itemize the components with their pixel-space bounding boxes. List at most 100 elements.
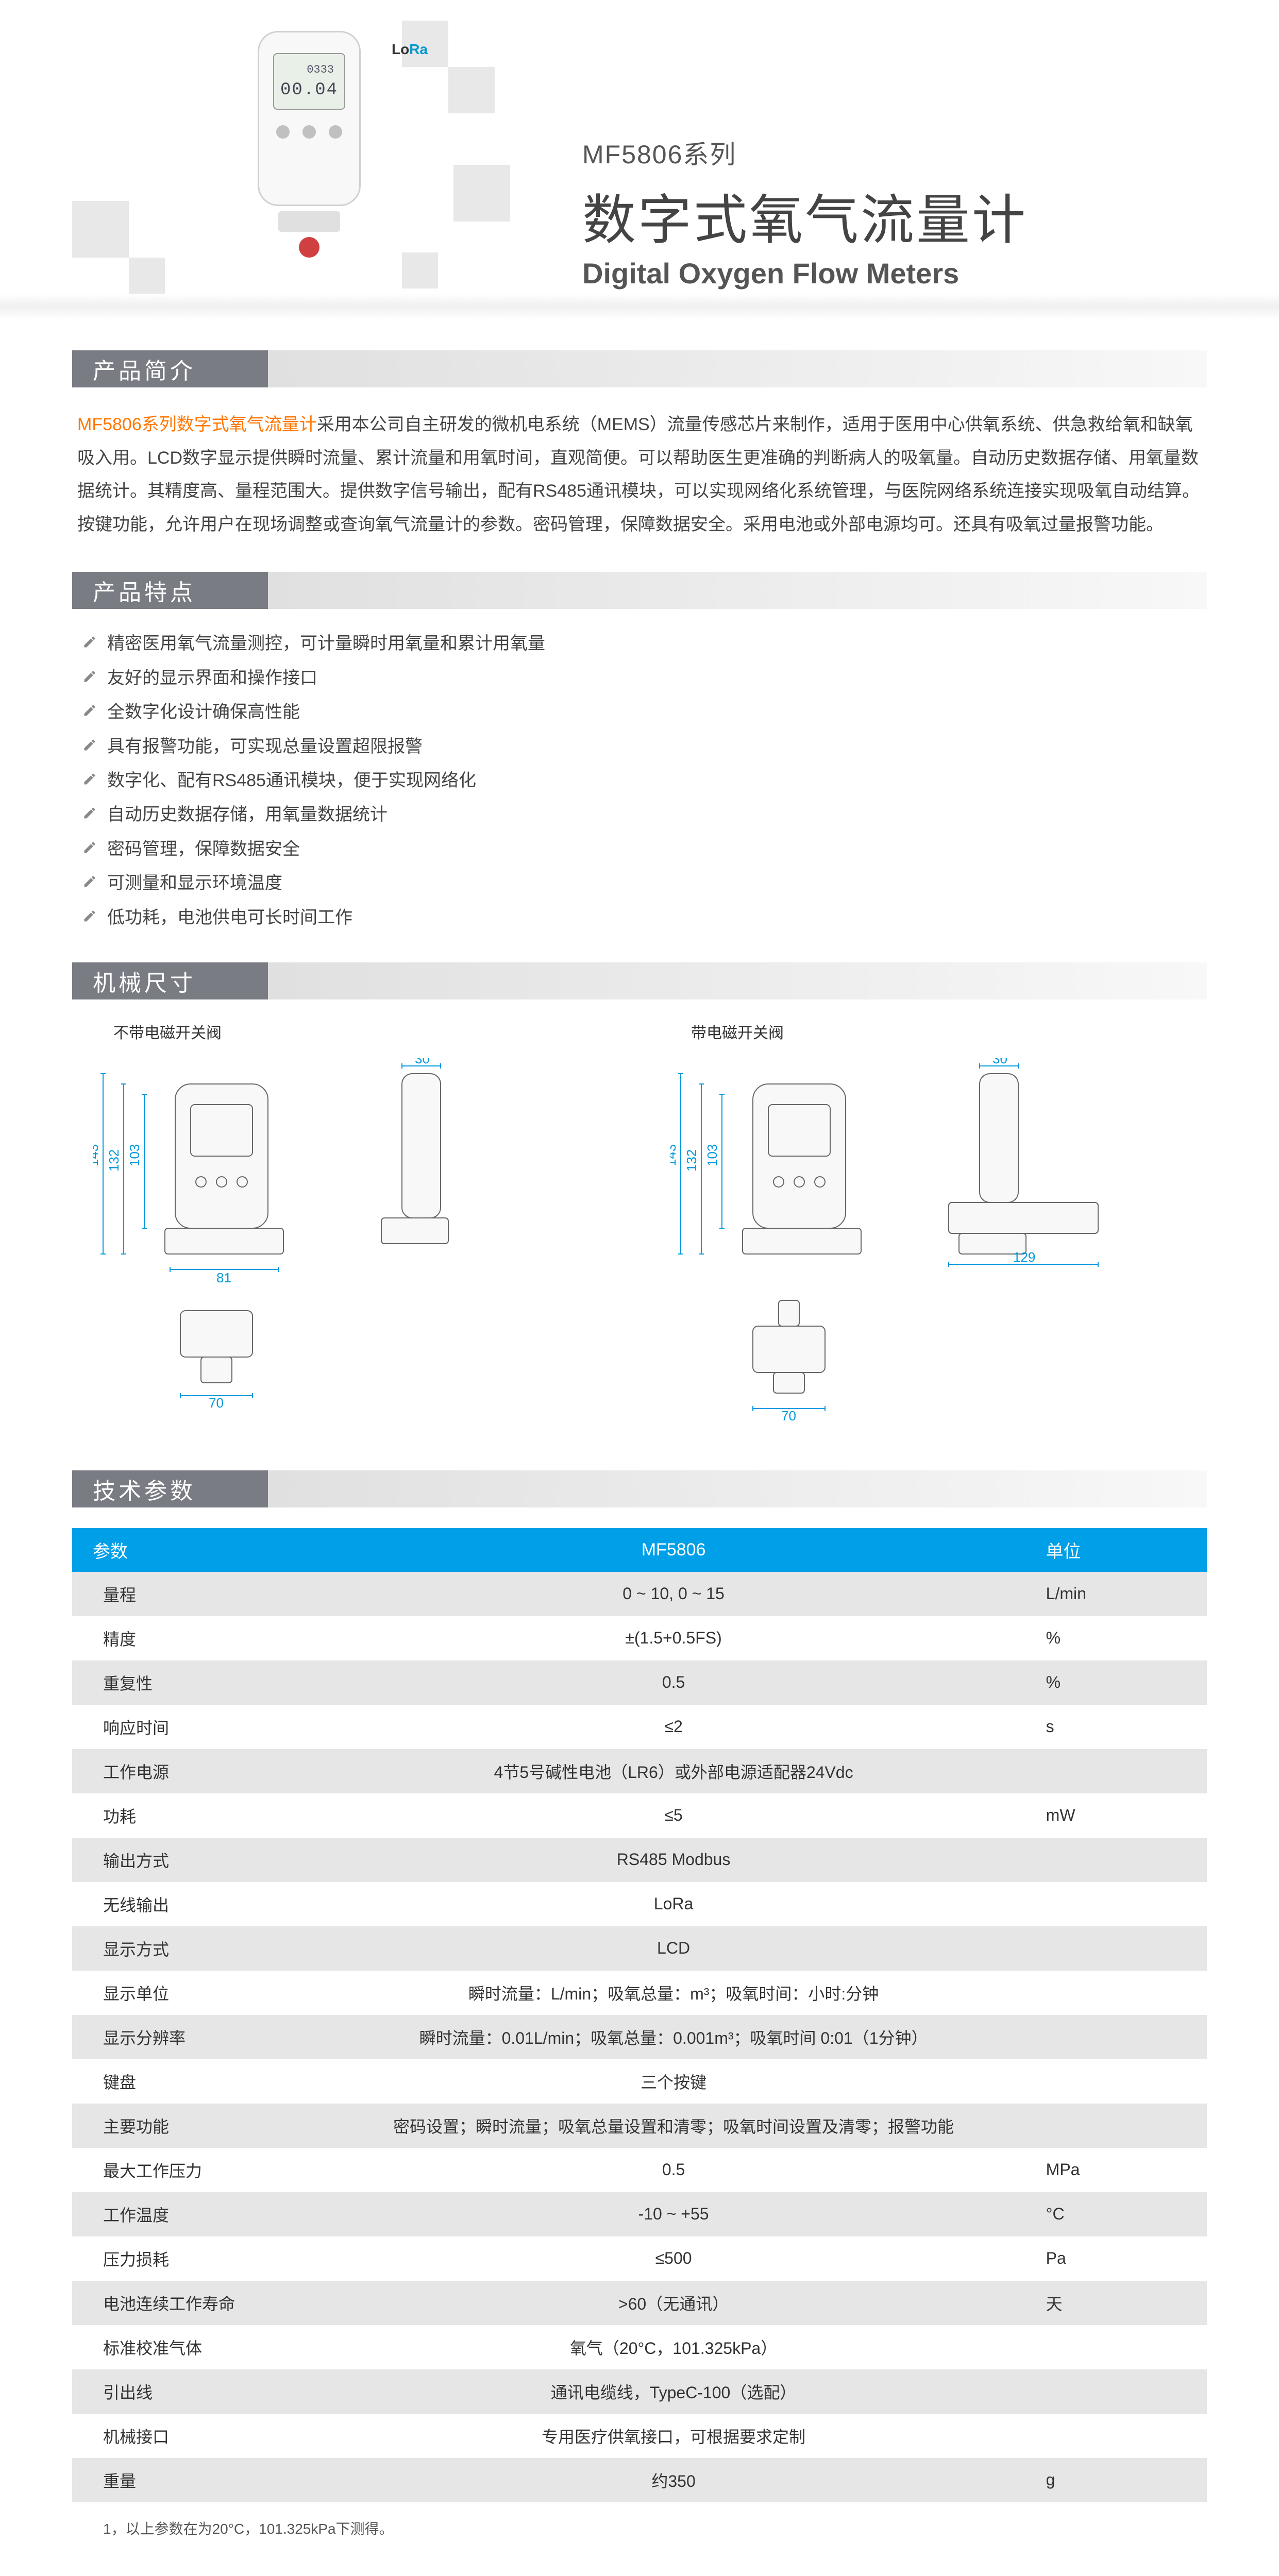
spec-row: 键盘三个按键 — [72, 2059, 1207, 2104]
spec-param: 工作电源 — [72, 1749, 322, 1793]
spec-value: ≤500 — [322, 2236, 1025, 2281]
spec-param: 压力损耗 — [72, 2236, 322, 2281]
spec-value: 氧气（20°C，101.325kPa） — [322, 2325, 1025, 2369]
spec-value: 0.5 — [322, 1660, 1025, 1705]
spec-header-unit: 单位 — [1025, 1528, 1207, 1572]
dim-132: 132 — [106, 1149, 122, 1172]
product-image: LoRa 0333 00.04 — [222, 31, 397, 278]
spec-unit — [1025, 1882, 1207, 1926]
title-chinese: 数字式氧气流量计 — [582, 176, 1028, 254]
spec-header-param: 参数 — [72, 1528, 322, 1572]
device-body: 0333 00.04 — [258, 31, 361, 206]
feature-item: 精密医用氧气流量测控，可计量瞬时用氧量和累计用氧量 — [82, 630, 1197, 657]
section-header-features: 产品特点 — [72, 572, 1207, 609]
mech-label: 不带电磁开关阀 — [93, 1020, 609, 1043]
dim-129: 129 — [1013, 1249, 1035, 1265]
feature-text: 全数字化设计确保高性能 — [107, 698, 300, 726]
spec-value: 瞬时流量：L/min；吸氧总量：m³；吸氧时间：小时:分钟 — [322, 1971, 1025, 2015]
spec-param: 无线输出 — [72, 1882, 322, 1926]
feature-item: 低功耗，电池供电可长时间工作 — [82, 904, 1197, 931]
mech-label: 带电磁开关阀 — [670, 1020, 1186, 1043]
spec-unit: °C — [1025, 2192, 1207, 2236]
series-label: MF5806系列 — [582, 134, 1028, 171]
spec-unit: MPa — [1025, 2148, 1207, 2192]
spec-row: 标准校准气体氧气（20°C，101.325kPa） — [72, 2325, 1207, 2369]
lcd-line2: 00.04 — [274, 76, 344, 100]
feature-text: 数字化、配有RS485通讯模块，便于实现网络化 — [107, 767, 476, 794]
page: LoRa 0333 00.04 MF5806系列 数字式氧气流量计 — [0, 0, 1279, 2576]
spec-value: 约350 — [322, 2458, 1025, 2502]
mech-section: 不带电磁开关阀 143 132 — [72, 1020, 1207, 1429]
device-button — [329, 125, 342, 139]
spec-table: 参数 MF5806 单位 量程0 ~ 10, 0 ~ 15L/min精度±(1.… — [72, 1528, 1207, 2502]
dim-143: 143 — [670, 1144, 679, 1166]
spec-row: 重复性0.5% — [72, 1660, 1207, 1705]
spec-param: 量程 — [72, 1572, 322, 1616]
spec-unit: % — [1025, 1616, 1207, 1660]
spec-row: 压力损耗≤500Pa — [72, 2236, 1207, 2281]
features-list: 精密医用氧气流量测控，可计量瞬时用氧量和累计用氧量友好的显示界面和操作接口全数字… — [72, 630, 1207, 931]
spec-value: 专用医疗供氧接口，可根据要求定制 — [322, 2414, 1025, 2458]
feature-item: 全数字化设计确保高性能 — [82, 698, 1197, 726]
spec-unit: Pa — [1025, 2236, 1207, 2281]
spec-unit: L/min — [1025, 1572, 1207, 1616]
spec-value: RS485 Modbus — [322, 1838, 1025, 1882]
spec-value: ≤5 — [322, 1793, 1025, 1838]
spec-value: -10 ~ +55 — [322, 2192, 1025, 2236]
spec-param: 最大工作压力 — [72, 2148, 322, 2192]
spec-param: 标准校准气体 — [72, 2325, 322, 2369]
spec-param: 响应时间 — [72, 1705, 322, 1749]
pencil-icon — [82, 840, 97, 855]
device-buttons — [259, 125, 359, 139]
spec-row: 响应时间≤2s — [72, 1705, 1207, 1749]
header-text: MF5806系列 数字式氧气流量计 Digital Oxygen Flow Me… — [582, 134, 1028, 290]
feature-text: 友好的显示界面和操作接口 — [107, 664, 317, 692]
pencil-icon — [82, 635, 97, 649]
spec-row: 电池连续工作寿命>60（无通讯）天 — [72, 2281, 1207, 2325]
spec-param: 重量 — [72, 2458, 322, 2502]
section-title: 技术参数 — [93, 1472, 196, 1505]
spec-unit: 天 — [1025, 2281, 1207, 2325]
spec-value: ±(1.5+0.5FS) — [322, 1616, 1025, 1660]
title-english: Digital Oxygen Flow Meters — [582, 257, 1028, 290]
lora-badge: LoRa — [392, 41, 428, 58]
spec-row: 工作电源4节5号碱性电池（LR6）或外部电源适配器24Vdc — [72, 1749, 1207, 1793]
lcd-line1: 0333 — [274, 54, 344, 76]
feature-item: 密码管理，保障数据安全 — [82, 835, 1197, 863]
spec-row: 最大工作压力0.5MPa — [72, 2148, 1207, 2192]
feature-item: 可测量和显示环境温度 — [82, 869, 1197, 897]
spec-unit: g — [1025, 2458, 1207, 2502]
spec-unit — [1025, 1971, 1207, 2015]
section-header-intro: 产品简介 — [72, 350, 1207, 387]
spec-value: LoRa — [322, 1882, 1025, 1926]
section-header-spec: 技术参数 — [72, 1470, 1207, 1507]
spec-unit: % — [1025, 1660, 1207, 1705]
feature-text: 可测量和显示环境温度 — [107, 869, 282, 897]
spec-unit — [1025, 1926, 1207, 1971]
spec-unit — [1025, 2325, 1207, 2369]
spec-row: 精度±(1.5+0.5FS)% — [72, 1616, 1207, 1660]
section-title: 产品特点 — [93, 574, 196, 607]
spec-row: 功耗≤5mW — [72, 1793, 1207, 1838]
section-header-mech: 机械尺寸 — [72, 962, 1207, 999]
feature-text: 具有报警功能，可实现总量设置超限报警 — [107, 733, 423, 760]
spec-value: 密码设置；瞬时流量；吸氧总量设置和清零；吸氧时间设置及清零；报警功能 — [322, 2104, 1025, 2148]
spec-row: 显示分辨率瞬时流量：0.01L/min；吸氧总量：0.001m³；吸氧时间 0:… — [72, 2015, 1207, 2059]
spec-row: 机械接口专用医疗供氧接口，可根据要求定制 — [72, 2414, 1207, 2458]
spec-value: >60（无通讯） — [322, 2281, 1025, 2325]
spec-value: ≤2 — [322, 1705, 1025, 1749]
dim-70: 70 — [209, 1395, 224, 1409]
device-button — [276, 125, 290, 139]
lora-ra: Ra — [409, 41, 428, 57]
feature-text: 精密医用氧气流量测控，可计量瞬时用氧量和累计用氧量 — [107, 630, 545, 657]
dim-30: 30 — [415, 1058, 430, 1066]
drawing-front-no-valve: 143 132 103 81 — [93, 1058, 309, 1409]
spec-row: 重量约350g — [72, 2458, 1207, 2502]
dim-143: 143 — [93, 1144, 101, 1166]
spec-param: 工作温度 — [72, 2192, 322, 2236]
spec-param: 键盘 — [72, 2059, 322, 2104]
spec-value: 4节5号碱性电池（LR6）或外部电源适配器24Vdc — [322, 1749, 1025, 1793]
spec-value: 0.5 — [322, 2148, 1025, 2192]
spec-unit: s — [1025, 1705, 1207, 1749]
drawing-side-valve: 30 129 — [928, 1058, 1114, 1275]
